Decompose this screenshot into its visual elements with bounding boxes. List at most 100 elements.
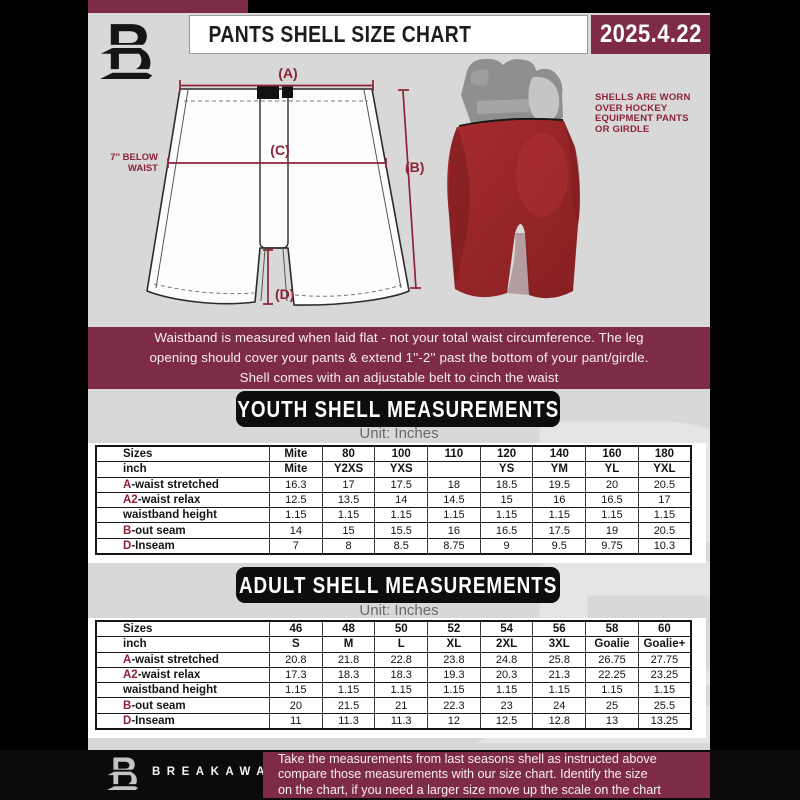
row-label: B-out seam (95, 697, 270, 714)
table-cell: YM (532, 461, 587, 478)
table-cell: YXL (637, 461, 692, 478)
table-cell: 1.15 (479, 507, 534, 524)
measurement-label-c: (C) (270, 142, 289, 158)
table-cell: 7 (269, 537, 323, 555)
row-label: D-Inseam (95, 537, 270, 555)
table-cell: Mite (269, 461, 323, 478)
table-cell: 14 (269, 522, 323, 539)
table-cell: 20.5 (637, 522, 692, 539)
table-cell: Goalie+ (637, 636, 692, 653)
table-cell: 1.15 (269, 682, 323, 699)
table-cell: 23.8 (427, 651, 481, 668)
info-banner-line: Waistband is measured when laid flat - n… (154, 330, 644, 345)
row-label: Sizes (95, 445, 270, 463)
row-label: B-out seam (95, 522, 270, 539)
table-row: waistband height 1.15 1.15 1.15 1.15 1.15 1.15… (95, 507, 692, 524)
table-cell: 12 (427, 712, 481, 730)
table-cell: 10.3 (637, 537, 692, 555)
table-cell: 13 (585, 712, 639, 730)
table-cell: 27.75 (637, 651, 692, 668)
page-title: PANTS SHELL SIZE CHART (208, 21, 472, 47)
below-waist-label-line1: 7'' BELOW (110, 152, 158, 163)
table-cell: 13.5 (321, 491, 376, 509)
table-cell: 11.3 (321, 712, 376, 730)
adult-unit-label: Unit: Inches (359, 602, 439, 619)
table-cell: 25.5 (637, 697, 692, 714)
table-cell: 9.5 (532, 537, 587, 555)
table-row: D-Inseam 11 11.3 11.3 12 12.5 12.8 13 13.25 (95, 712, 692, 730)
table-cell: 21 (374, 697, 429, 714)
table-row: A-waist stretched 20.8 21.8 22.8 23.8 24.8 25.… (95, 651, 692, 668)
table-cell: 3XL (532, 636, 587, 653)
table-cell: M (321, 636, 376, 653)
youth-measurements-table: Sizes Mite 80 100 110 120 140 160 180 inch Mite Y2X… (95, 445, 692, 556)
table-cell: 21.3 (532, 666, 587, 684)
table-cell: 19.3 (427, 666, 481, 684)
footer-note-line: Take the measurements from last seasons … (278, 752, 657, 767)
table-cell: 24 (532, 697, 587, 714)
table-cell: 1.15 (532, 507, 587, 524)
table-cell: 17 (637, 491, 692, 509)
table-cell: 22.8 (374, 651, 429, 668)
table-cell: 16.5 (585, 491, 639, 509)
shorts-outline (146, 88, 410, 306)
row-label: inch (95, 636, 270, 653)
table-cell: 20 (585, 476, 639, 493)
table-cell: 180 (637, 445, 692, 463)
footer: BREAKAWAY Take the measurements from las… (0, 750, 800, 800)
table-row: waistband height 1.15 1.15 1.15 1.15 1.15 1.15… (95, 682, 692, 699)
shells-note-line: OR GIRDLE (595, 123, 650, 135)
table-cell: Y2XS (321, 461, 376, 478)
table-cell: 1.15 (374, 507, 429, 524)
table-row: inch S M L XL 2XL 3XL Goalie Goalie+ (95, 636, 692, 653)
table-cell: 140 (532, 445, 587, 463)
shells-note-line: EQUIPMENT PANTS (595, 113, 689, 125)
table-cell: 120 (479, 445, 534, 463)
table-cell: 48 (321, 620, 376, 638)
table-cell: S (269, 636, 323, 653)
table-cell: 1.15 (321, 507, 376, 524)
table-cell: 52 (427, 620, 481, 638)
table-row: Sizes 46 48 50 52 54 56 58 60 (95, 620, 692, 638)
info-banner-line: opening should cover your pants & extend… (149, 350, 649, 365)
table-cell: 19.5 (532, 476, 587, 493)
table-cell: 1.15 (479, 682, 534, 699)
table-cell: 17.5 (374, 476, 429, 493)
table-cell: 23.25 (637, 666, 692, 684)
measure-line-a (179, 80, 374, 91)
row-label: D-Inseam (95, 712, 270, 730)
table-cell: YXS (374, 461, 429, 478)
table-cell: 1.15 (427, 507, 481, 524)
table-cell: 19 (585, 522, 639, 539)
table-cell: 18.3 (321, 666, 376, 684)
table-cell: 15 (479, 491, 534, 509)
shells-note-line: SHELLS ARE WORN (595, 92, 691, 103)
table-cell: 110 (427, 445, 481, 463)
table-cell: YS (479, 461, 534, 478)
table-row: B-out seam 20 21.5 21 22.3 23 24 25 25.5 (95, 697, 692, 714)
table-row: Sizes Mite 80 100 110 120 140 160 180 (95, 445, 692, 463)
table-cell: 16.5 (479, 522, 534, 539)
belt-buckle (257, 85, 279, 99)
table-cell: 20 (269, 697, 323, 714)
breakaway-footer-logo-icon (107, 757, 139, 790)
row-label: A-waist stretched (95, 651, 270, 668)
page-title-bar: PANTS SHELL SIZE CHART (189, 15, 588, 54)
shells-note: SHELLS ARE WORN OVER HOCKEY EQUIPMENT PA… (595, 92, 710, 135)
measurement-label-a: (A) (278, 65, 297, 81)
table-cell: Goalie (585, 636, 639, 653)
table-cell: 54 (479, 620, 534, 638)
table-cell: 16 (532, 491, 587, 509)
date-text: 2025.4.22 (599, 20, 702, 48)
footer-note-line: on the chart, if you need a larger size … (278, 782, 661, 797)
table-cell: 12.5 (269, 491, 323, 509)
youth-heading-text: YOUTH SHELL MEASUREMENTS (237, 395, 559, 422)
below-waist-label-line2: WAIST (128, 163, 158, 174)
table-cell: 21.5 (321, 697, 376, 714)
table-row: inch Mite Y2XS YXS YS YM YL YXL (95, 461, 692, 478)
footer-note-line: compare those measurements with our size… (278, 767, 648, 782)
table-cell: 18.5 (479, 476, 534, 493)
info-banner: Waistband is measured when laid flat - n… (88, 327, 710, 389)
table-cell: 20.5 (637, 476, 692, 493)
